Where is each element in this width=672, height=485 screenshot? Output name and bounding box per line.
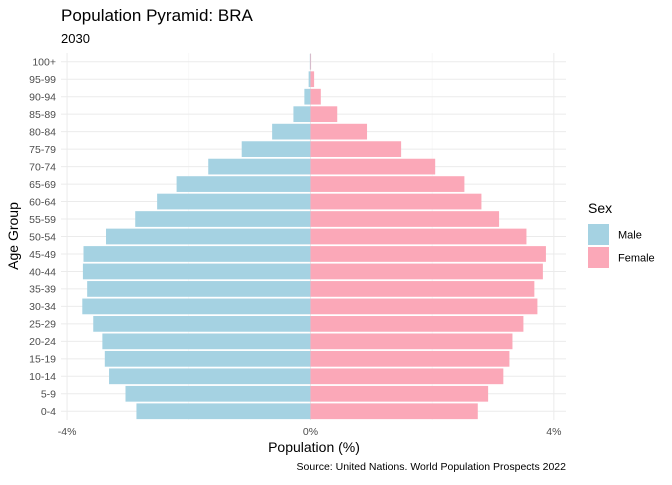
bar-female-90-94 [310,88,321,105]
y-tick-label: 10-14 [29,371,56,383]
y-tick-label: 40-44 [29,266,56,278]
bar-female-80-84 [310,123,368,140]
y-tick-label: 25-29 [29,319,56,331]
legend-label-male: Male [618,230,642,242]
bar-female-10-14 [310,368,504,385]
bar-female-35-39 [310,281,535,297]
bar-male-95-99 [308,71,311,88]
legend-title: Sex [588,200,612,216]
bar-male-15-19 [104,350,311,367]
bar-male-55-59 [135,211,311,227]
y-tick-label: 90-94 [29,91,56,103]
bar-male-90-94 [304,88,311,105]
y-tick-label: 100+ [32,57,56,69]
y-tick-label: 35-39 [29,284,56,296]
bar-female-25-29 [310,316,524,332]
legend-label-female: Female [618,253,655,265]
x-axis-title: Population (%) [268,439,360,455]
legend: Sex Male Female [588,200,655,268]
y-tick-label: 55-59 [29,214,56,226]
bar-male-75-79 [241,141,311,157]
y-tick-label: 60-64 [29,196,56,208]
bar-female-100+ [310,53,312,70]
bar-male-70-74 [208,158,311,175]
bar-male-10-14 [109,368,311,385]
y-tick-label: 45-49 [29,249,56,261]
y-axis-title: Age Group [5,202,21,270]
x-axis-tick-labels: -4% 0% 4% [58,426,562,438]
bar-male-80-84 [272,123,311,140]
y-tick-label: 5-9 [41,389,56,401]
bar-female-0-4 [310,403,478,420]
bar-male-5-9 [125,385,311,402]
bar-male-85-89 [293,106,311,123]
bar-female-15-19 [310,350,510,367]
x-tick-label: -4% [58,426,77,438]
legend-swatch-male [588,224,609,245]
bar-male-30-34 [82,298,311,315]
bar-male-65-69 [176,176,311,192]
x-tick-label: 0% [303,426,318,438]
y-tick-label: 75-79 [29,144,56,156]
bar-male-0-4 [136,403,311,420]
bar-female-95-99 [310,71,315,88]
chart-subtitle: 2030 [61,31,90,46]
y-tick-label: 30-34 [29,301,56,313]
bar-female-45-49 [310,246,546,262]
bar-male-25-29 [93,316,311,332]
chart-caption: Source: United Nations. World Population… [297,461,567,473]
bar-female-60-64 [310,193,482,210]
bar-female-75-79 [310,141,402,157]
bar-female-55-59 [310,211,500,227]
bar-female-5-9 [310,385,489,402]
y-tick-label: 0-4 [41,406,56,418]
bar-male-100+ [309,53,311,70]
y-tick-label: 85-89 [29,109,56,121]
bar-female-70-74 [310,158,436,175]
bar-male-40-44 [82,263,311,280]
y-tick-label: 20-24 [29,336,56,348]
x-tick-label: 4% [546,426,561,438]
bar-male-20-24 [102,333,311,350]
y-tick-label: 80-84 [29,126,56,138]
bar-female-40-44 [310,263,543,280]
chart-title: Population Pyramid: BRA [61,6,253,25]
bar-female-20-24 [310,333,513,350]
bar-female-50-54 [310,228,527,245]
y-tick-label: 50-54 [29,231,56,243]
y-tick-label: 65-69 [29,179,56,191]
y-tick-label: 70-74 [29,161,56,173]
legend-swatch-female [588,247,609,268]
y-tick-label: 15-19 [29,354,56,366]
y-axis-tick-labels: 0-4 5-9 10-14 15-19 20-24 25-29 30-34 35-39 40-4… [29,57,56,419]
bar-female-30-34 [310,298,538,315]
y-tick-label: 95-99 [29,74,56,86]
bar-female-65-69 [310,176,465,192]
bar-male-45-49 [83,246,311,262]
bars [82,53,546,420]
bar-male-35-39 [87,281,311,297]
bar-male-60-64 [157,193,311,210]
bar-female-85-89 [310,106,338,123]
bar-male-50-54 [106,228,311,245]
